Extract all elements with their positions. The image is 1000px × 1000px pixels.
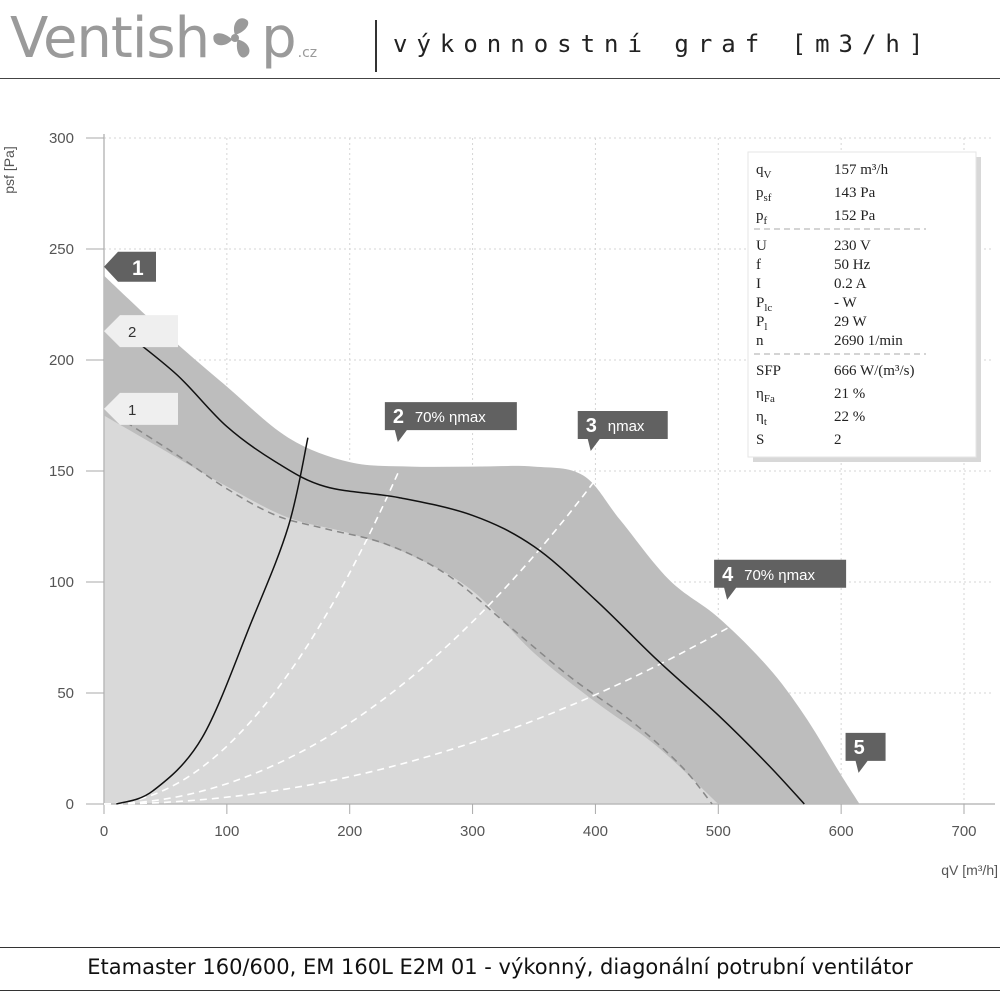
info-value: 21 % — [834, 386, 865, 402]
brand-logo[interactable]: Ventish p .cz — [10, 4, 317, 88]
footer-divider-top — [0, 947, 1000, 948]
info-key: S — [756, 432, 764, 448]
y-tick-label: 150 — [49, 463, 74, 480]
footer-divider-bottom — [0, 990, 1000, 991]
info-key-sub: Fa — [764, 393, 775, 405]
marker-callout — [384, 402, 517, 443]
header-divider — [0, 78, 1000, 79]
info-box-panel — [747, 151, 977, 458]
marker-3: 3 ηmax — [577, 411, 668, 452]
info-value: 2690 1/min — [834, 333, 903, 349]
marker-flag — [104, 251, 156, 282]
x-tick-label: 300 — [460, 823, 485, 840]
info-key: f — [756, 257, 761, 273]
brand-text-left: Ventish — [10, 6, 210, 71]
series-line-1 — [125, 421, 713, 805]
marker-callout — [845, 732, 886, 773]
marker-text: 70% ηmax — [415, 409, 486, 426]
marker-1: 1 — [104, 251, 156, 282]
info-value: 666 W/(m³/s) — [834, 363, 914, 379]
marker-1-light: 1 — [104, 392, 178, 425]
marker-number: 1 — [132, 257, 144, 280]
info-key: pf — [756, 208, 768, 227]
y-tick-label: 200 — [49, 352, 74, 369]
envelope-inner — [104, 415, 719, 804]
info-value: 143 Pa — [834, 185, 876, 201]
x-tick-label: 0 — [100, 823, 108, 840]
y-tick-label: 250 — [49, 241, 74, 258]
info-key-sub: t — [764, 416, 767, 428]
info-key: Pl — [756, 314, 767, 333]
info-value: 152 Pa — [834, 208, 876, 224]
header: Ventish p .cz výkonnostní graf [m3/h] — [0, 0, 1000, 78]
y-tick-label: 100 — [49, 574, 74, 591]
page-subtitle: výkonnostní graf [m3/h] — [393, 30, 933, 58]
header-separator — [375, 20, 377, 72]
info-key: I — [756, 276, 761, 292]
x-tick-label: 200 — [337, 823, 362, 840]
info-value: - W — [834, 295, 857, 311]
info-key-sub: lc — [764, 302, 772, 314]
info-key-sub: l — [764, 321, 767, 333]
info-key-sub: f — [764, 215, 768, 227]
x-tick-label: 500 — [706, 823, 731, 840]
info-key: U — [756, 238, 767, 254]
y-tick-label: 0 — [66, 796, 74, 813]
efficiency-line-2 — [103, 479, 597, 805]
marker-callout — [577, 411, 668, 452]
x-axis-label: qV [m³/h] — [941, 862, 998, 878]
info-value: 0.2 A — [834, 276, 867, 292]
marker-number: 1 — [128, 402, 136, 419]
info-value: 22 % — [834, 409, 865, 425]
performance-chart: 0 50 100 150 200 250 300 0 100 200 300 400 500 600 700… — [1, 130, 998, 878]
marker-number: 4 — [722, 564, 734, 586]
info-value: 2 — [834, 432, 842, 448]
marker-2-light: 2 — [104, 315, 178, 348]
info-key: n — [756, 333, 764, 349]
marker-text: 70% ηmax — [744, 567, 815, 584]
system-curve — [116, 437, 309, 805]
x-tick-label: 400 — [583, 823, 608, 840]
info-value: 50 Hz — [834, 257, 871, 273]
series-line-2 — [125, 332, 805, 805]
info-key-sub: V — [764, 169, 772, 181]
marker-number: 2 — [128, 324, 136, 341]
marker-text: ηmax — [608, 418, 645, 435]
y-tick-label: 50 — [57, 685, 74, 702]
info-key: ηt — [756, 409, 767, 428]
marker-5: 5 — [845, 732, 886, 773]
product-caption: Etamaster 160/600, EM 160L E2M 01 - výko… — [87, 955, 913, 979]
marker-number: 5 — [854, 737, 865, 759]
brand-tld: .cz — [297, 45, 318, 61]
y-tick-label: 300 — [49, 130, 74, 147]
marker-flag — [104, 392, 178, 425]
marker-number: 2 — [393, 406, 404, 428]
marker-number: 3 — [586, 415, 597, 437]
info-value: 157 m³/h — [834, 162, 889, 178]
efficiency-line-3 — [103, 625, 731, 805]
x-tick-label: 700 — [951, 823, 976, 840]
info-value: 29 W — [834, 314, 867, 330]
info-value: 230 V — [834, 238, 871, 254]
brand-text-right: p — [261, 6, 297, 71]
marker-callout — [714, 559, 847, 600]
x-tick-label: 600 — [829, 823, 854, 840]
x-tick-label: 100 — [214, 823, 239, 840]
marker-2: 2 70% ηmax — [384, 402, 517, 443]
marker-4: 4 70% ηmax — [714, 559, 847, 600]
y-axis-label: psf [Pa] — [1, 146, 17, 193]
efficiency-line-1 — [103, 470, 400, 805]
info-key-sub: sf — [764, 192, 772, 204]
fan-icon — [213, 18, 250, 58]
marker-flag — [104, 315, 178, 348]
info-key: SFP — [756, 363, 781, 379]
